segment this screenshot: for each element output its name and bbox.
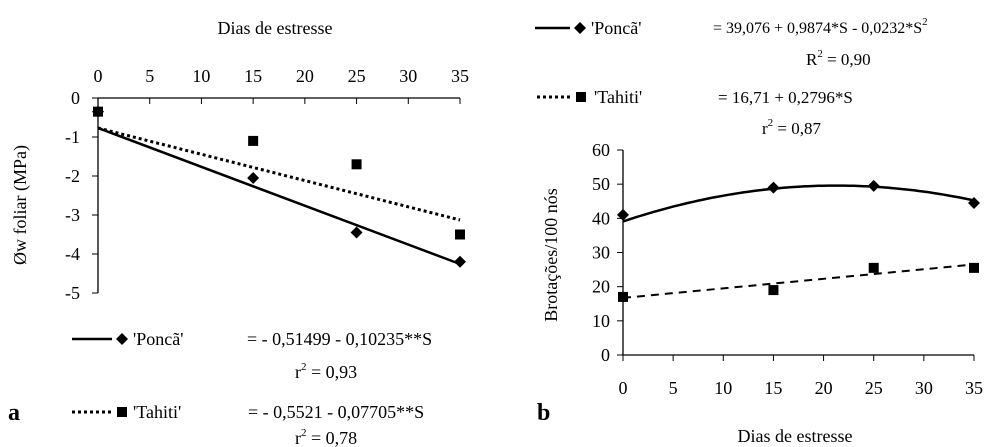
b-point-tahiti xyxy=(868,262,879,273)
legend-poncã-r2-a: r2 = 0,93 xyxy=(295,361,357,382)
b-y-tick-label: 0 xyxy=(601,345,610,365)
tahiti-fit-line-a xyxy=(97,126,461,222)
legend-poncã-name-a: 'Poncã' xyxy=(133,329,183,349)
b-x-tick-label: 35 xyxy=(965,378,983,398)
legend-tahiti-name-a: 'Tahiti' xyxy=(133,402,181,422)
a-point-poncã xyxy=(247,171,260,184)
a-x-tick-label: 20 xyxy=(296,66,314,86)
b-y-tick-label: 30 xyxy=(592,243,610,263)
b-y-tick-label: 60 xyxy=(592,140,610,160)
panel-b-x-title: Dias de estresse xyxy=(738,426,853,446)
legend-square-icon-a xyxy=(117,407,127,417)
b-point-tahiti xyxy=(969,262,979,273)
a-x-tick-label: 10 xyxy=(192,66,210,86)
a-point-tahiti xyxy=(455,229,465,240)
a-point-poncã xyxy=(350,226,363,239)
a-y-tick-label: -5 xyxy=(65,283,80,303)
b-y-tick-label: 40 xyxy=(592,208,610,228)
panel-a-legend: 'Poncã' = - 0,51499 - 0,10235**S r2 = 0,… xyxy=(72,329,432,447)
legend-diamond-icon-b xyxy=(574,22,586,34)
a-x-tick-label: 25 xyxy=(348,66,366,86)
b-y-tick-label: 50 xyxy=(592,174,610,194)
panel-a-x-title: Dias de estresse xyxy=(218,18,333,38)
a-y-tick-label: -3 xyxy=(65,205,80,225)
legend-tahiti-equation-a: = - 0,5521 - 0,07705**S xyxy=(248,402,424,422)
a-y-tick-label: -1 xyxy=(65,127,80,147)
a-point-tahiti xyxy=(351,159,362,170)
legend-square-icon-b xyxy=(576,92,586,102)
b-y-tick-label: 10 xyxy=(592,311,610,331)
legend-diamond-icon-a xyxy=(116,333,128,345)
poncã-fit-curve-b xyxy=(622,184,975,223)
b-point-poncã xyxy=(617,208,629,221)
b-point-tahiti xyxy=(618,291,628,302)
b-x-tick-label: 0 xyxy=(619,378,628,398)
legend-poncã-name-b: 'Poncã' xyxy=(591,18,641,38)
a-y-tick-label: 0 xyxy=(71,88,80,108)
a-x-tick-label: 15 xyxy=(244,66,262,86)
panel-b: b Dias de estresse Brotações/100 nós 0 5 1… xyxy=(535,16,983,446)
poncã-fit-line-a xyxy=(97,126,461,266)
a-x-tick-label: 5 xyxy=(145,66,154,86)
b-point-poncã xyxy=(968,196,980,209)
b-x-tick-label: 25 xyxy=(865,378,883,398)
panel-b-letter: b xyxy=(537,400,550,426)
b-point-tahiti xyxy=(768,285,779,296)
panel-a-data-points xyxy=(92,105,466,268)
b-x-tick-label: 15 xyxy=(764,378,782,398)
panel-b-x-ticks: 0 5 10 15 20 25 30 35 xyxy=(619,355,983,398)
b-x-tick-label: 30 xyxy=(915,378,933,398)
a-y-tick-label: -4 xyxy=(65,244,80,264)
panel-b-data-points xyxy=(617,179,980,302)
panel-a: a Dias de estresse Øw foliar (MPa) 0 5 10 1… xyxy=(8,18,469,447)
a-point-poncã xyxy=(454,255,466,268)
tahiti-fit-line-b xyxy=(622,263,975,299)
a-point-tahiti xyxy=(93,106,103,117)
a-point-tahiti xyxy=(248,135,259,146)
b-x-tick-label: 10 xyxy=(714,378,732,398)
b-x-tick-label: 20 xyxy=(815,378,833,398)
b-y-tick-label: 20 xyxy=(592,277,610,297)
panel-b-y-ticks: 0 10 20 30 40 50 60 xyxy=(592,140,623,365)
panel-a-x-ticks: 0 5 10 15 20 25 30 35 xyxy=(94,66,469,104)
b-point-poncã xyxy=(867,179,880,192)
panel-a-y-title: Øw foliar (MPa) xyxy=(10,145,31,265)
legend-tahiti-name-b: 'Tahiti' xyxy=(594,87,642,107)
a-y-tick-label: -2 xyxy=(65,166,80,186)
a-x-tick-label: 35 xyxy=(451,66,469,86)
legend-poncã-equation-a: = - 0,51499 - 0,10235**S xyxy=(247,329,432,349)
b-x-tick-label: 5 xyxy=(669,378,678,398)
a-x-tick-label: 0 xyxy=(94,66,103,86)
legend-tahiti-r2-a: r2 = 0,78 xyxy=(295,427,357,447)
legend-tahiti-r2-b: r2 = 0,87 xyxy=(762,117,822,138)
a-x-tick-label: 30 xyxy=(399,66,417,86)
panel-a-y-ticks: 0 -1 -2 -3 -4 -5 xyxy=(65,88,98,303)
legend-poncã-r2-b: R2 = 0,90 xyxy=(806,48,871,69)
panel-a-letter: a xyxy=(8,400,20,426)
panel-b-y-title: Brotações/100 nós xyxy=(541,188,561,321)
panel-b-legend: 'Poncã' = 39,076 + 0,9874*S - 0,0232*S2 … xyxy=(535,16,928,138)
legend-poncã-equation-b: = 39,076 + 0,9874*S - 0,0232*S2 xyxy=(713,16,928,37)
legend-tahiti-equation-b: = 16,71 + 0,2796*S xyxy=(718,88,853,107)
b-point-poncã xyxy=(767,181,780,194)
